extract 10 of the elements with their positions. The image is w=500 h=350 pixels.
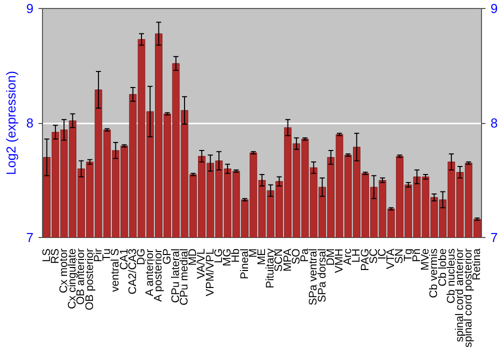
- x-tick-label: RS: [49, 248, 62, 264]
- y-tick-label: 8: [26, 116, 34, 130]
- x-tick-label: OB posterior: [84, 248, 96, 310]
- y2-tick-label: 8: [490, 116, 498, 130]
- y2-tick-label: 9: [490, 1, 498, 16]
- x-tick-label: Tg: [402, 248, 414, 262]
- y2-tick-label: 7: [490, 230, 498, 245]
- y-tick-label: 9: [26, 1, 34, 16]
- y-tick-label: 7: [26, 230, 34, 245]
- y-axis-title: Log2 (expression): [3, 70, 18, 176]
